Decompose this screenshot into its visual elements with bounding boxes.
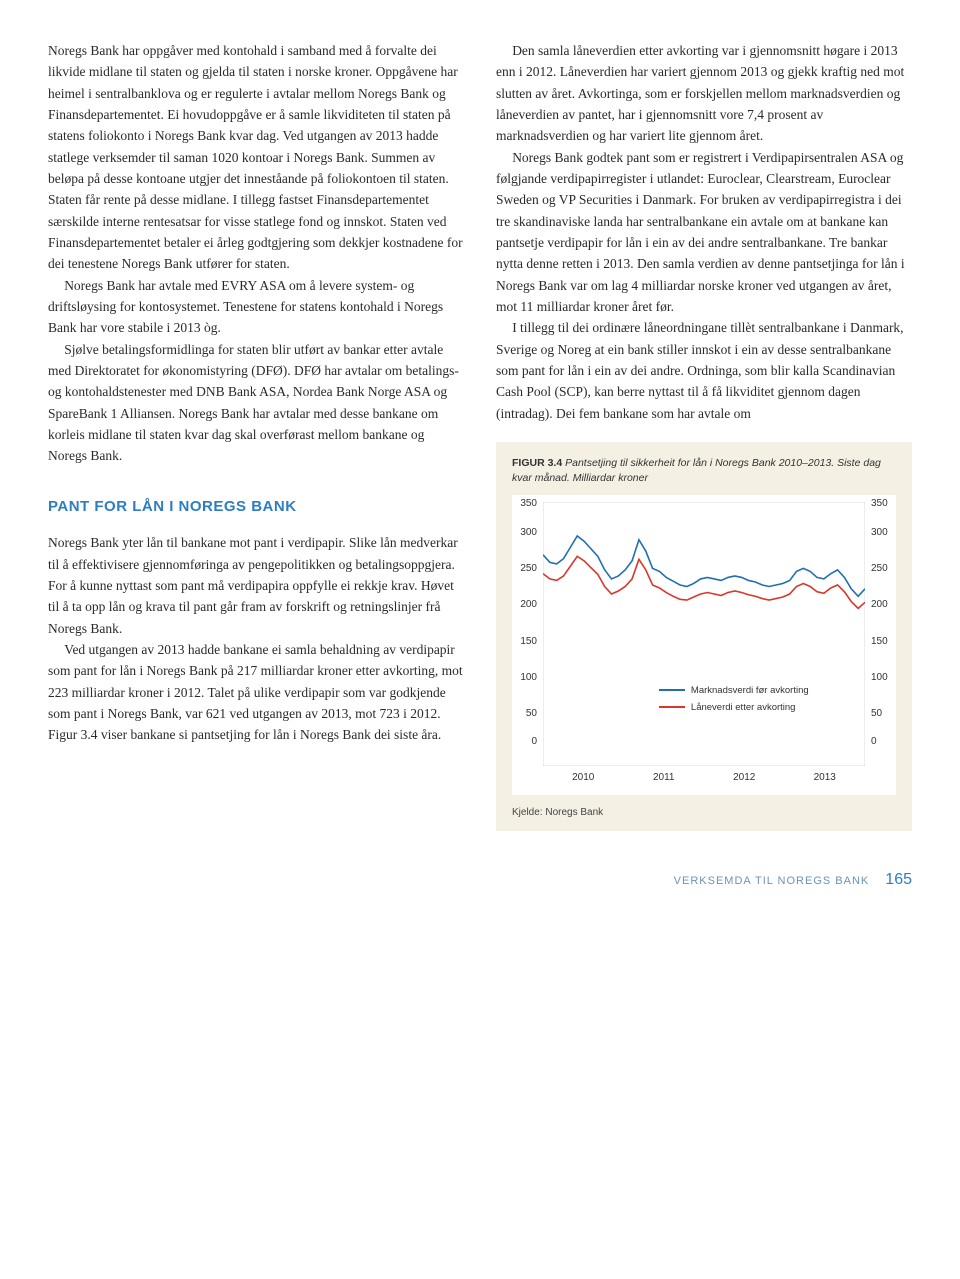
body-paragraph: Noregs Bank godtek pant som er registrer… — [496, 147, 912, 318]
line-chart: 350300250200150100500 350300250200150100… — [512, 495, 896, 795]
figure-caption-text: Pantsetjing til sikkerheit for lån i Nor… — [512, 457, 881, 484]
y-axis-right: 350300250200150100500 — [867, 496, 895, 766]
page-footer: VERKSEMDA TIL NOREGS BANK 165 — [48, 871, 912, 889]
figure-box: FIGUR 3.4 Pantsetjing til sikkerheit for… — [496, 442, 912, 831]
plot-area: Marknadsverdi før avkortingLåneverdi ett… — [543, 502, 865, 766]
figure-source: Kjelde: Noregs Bank — [512, 805, 896, 821]
body-paragraph: I tillegg til dei ordinære låneordningan… — [496, 317, 912, 424]
y-axis-left: 350300250200150100500 — [513, 496, 541, 766]
body-paragraph: Ved utgangen av 2013 hadde bankane ei sa… — [48, 639, 464, 746]
body-paragraph: Den samla låneverdien etter avkorting va… — [496, 40, 912, 147]
figure-caption: FIGUR 3.4 Pantsetjing til sikkerheit for… — [512, 456, 896, 485]
chart-svg — [543, 502, 865, 766]
body-paragraph: Noregs Bank har oppgåver med kontohald i… — [48, 40, 464, 275]
two-column-layout: Noregs Bank har oppgåver med kontohald i… — [48, 40, 912, 831]
body-paragraph: Noregs Bank yter lån til bankane mot pan… — [48, 532, 464, 639]
body-paragraph: Noregs Bank har avtale med EVRY ASA om å… — [48, 275, 464, 339]
figure-number: FIGUR 3.4 — [512, 457, 562, 469]
left-column: Noregs Bank har oppgåver med kontohald i… — [48, 40, 464, 831]
x-axis: 2010201120122013 — [543, 770, 865, 786]
footer-section-title: VERKSEMDA TIL NOREGS BANK — [674, 875, 870, 887]
body-paragraph: Sjølve betalingsformidlinga for staten b… — [48, 339, 464, 467]
right-column: Den samla låneverdien etter avkorting va… — [496, 40, 912, 831]
section-heading: PANT FOR LÅN I NOREGS BANK — [48, 495, 464, 519]
page-number: 165 — [885, 871, 912, 888]
chart-legend: Marknadsverdi før avkortingLåneverdi ett… — [659, 682, 809, 716]
